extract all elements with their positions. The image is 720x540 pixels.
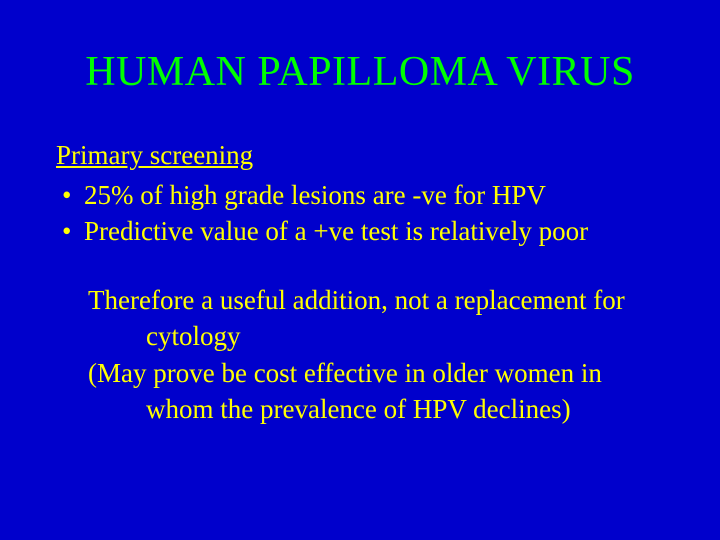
- bullet-item: Predictive value of a +ve test is relati…: [56, 213, 664, 249]
- conclusion-line: (May prove be cost effective in older wo…: [88, 355, 664, 428]
- bullet-list: 25% of high grade lesions are -ve for HP…: [56, 177, 664, 250]
- conclusion-block: Therefore a useful addition, not a repla…: [88, 282, 664, 428]
- section-heading: Primary screening: [56, 140, 664, 171]
- conclusion-line: Therefore a useful addition, not a repla…: [88, 282, 664, 355]
- bullet-item: 25% of high grade lesions are -ve for HP…: [56, 177, 664, 213]
- slide-title: HUMAN PAPILLOMA VIRUS: [56, 48, 664, 96]
